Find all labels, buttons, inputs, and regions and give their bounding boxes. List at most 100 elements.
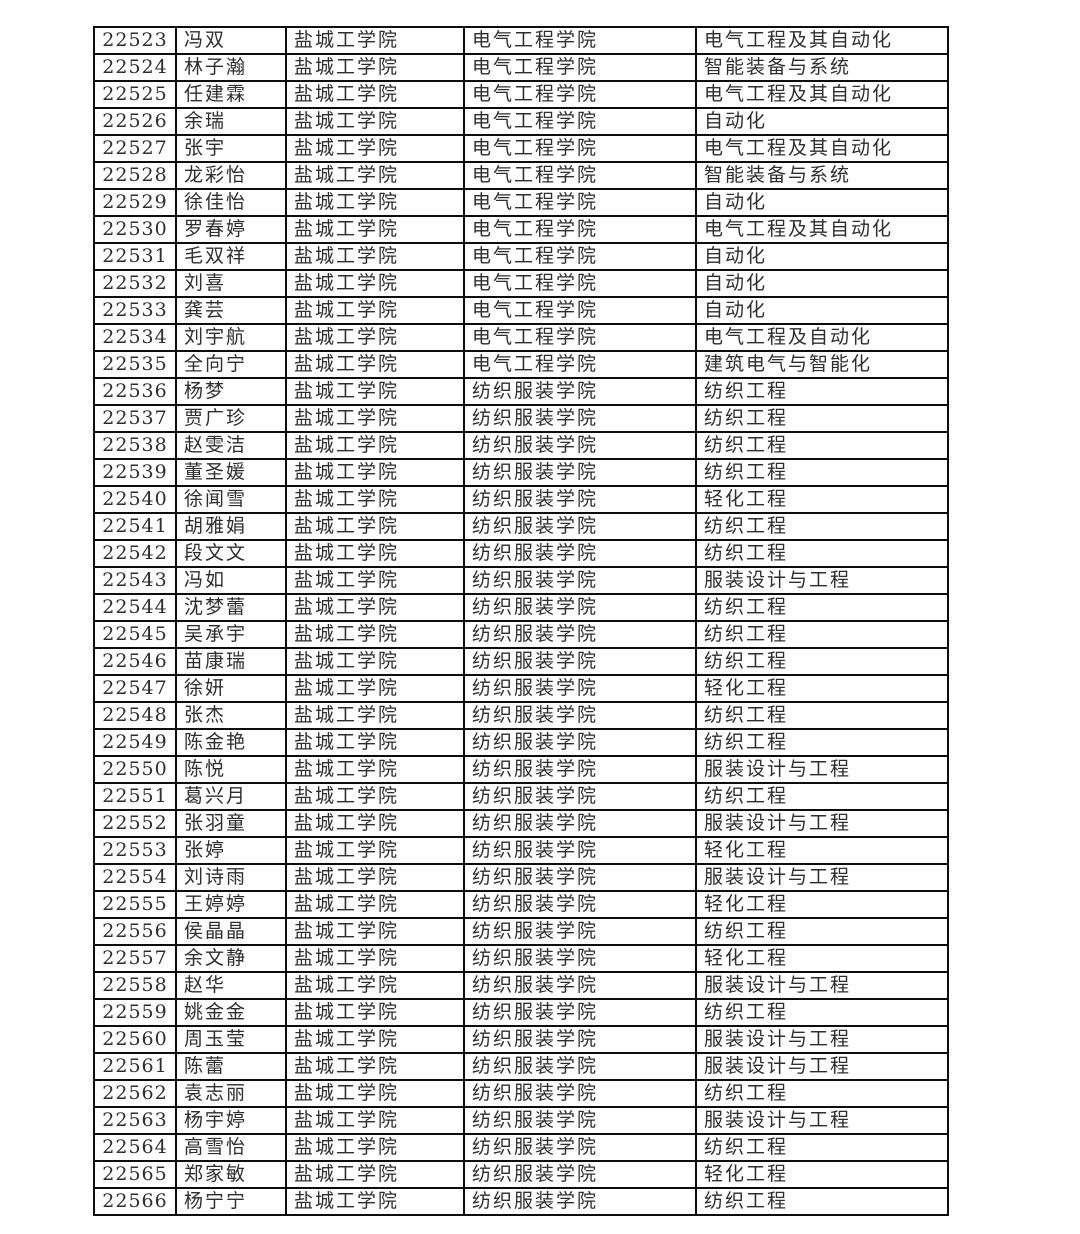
table-row: 22565 郑家敏 盐城工学院 纺织服装学院 轻化工程 bbox=[93, 1160, 949, 1189]
table-row: 22526 余瑞 盐城工学院 电气工程学院 自动化 bbox=[93, 107, 949, 136]
university-cell: 盐城工学院 bbox=[285, 296, 465, 325]
student-id-cell: 22541 bbox=[93, 512, 177, 541]
major-cell: 轻化工程 bbox=[695, 944, 949, 973]
university-cell: 盐城工学院 bbox=[285, 53, 465, 82]
university-cell: 盐城工学院 bbox=[285, 431, 465, 460]
college-cell: 纺织服装学院 bbox=[463, 782, 697, 811]
table-row: 22525 任建霖 盐城工学院 电气工程学院 电气工程及其自动化 bbox=[93, 80, 949, 109]
table-row: 22541 胡雅娟 盐城工学院 纺织服装学院 纺织工程 bbox=[93, 512, 949, 541]
college-cell: 纺织服装学院 bbox=[463, 1133, 697, 1162]
student-id-cell: 22523 bbox=[93, 26, 177, 55]
student-id-cell: 22553 bbox=[93, 836, 177, 865]
student-id-cell: 22547 bbox=[93, 674, 177, 703]
college-cell: 纺织服装学院 bbox=[463, 836, 697, 865]
student-id-cell: 22534 bbox=[93, 323, 177, 352]
student-id-cell: 22537 bbox=[93, 404, 177, 433]
major-cell: 电气工程及其自动化 bbox=[695, 26, 949, 55]
college-cell: 电气工程学院 bbox=[463, 215, 697, 244]
table-row: 22558 赵华 盐城工学院 纺织服装学院 服装设计与工程 bbox=[93, 971, 949, 1000]
major-cell: 自动化 bbox=[695, 296, 949, 325]
college-cell: 电气工程学院 bbox=[463, 80, 697, 109]
major-cell: 建筑电气与智能化 bbox=[695, 350, 949, 379]
student-id-cell: 22551 bbox=[93, 782, 177, 811]
name-cell: 张杰 bbox=[175, 701, 287, 730]
student-id-cell: 22557 bbox=[93, 944, 177, 973]
name-cell: 余文静 bbox=[175, 944, 287, 973]
name-cell: 董圣媛 bbox=[175, 458, 287, 487]
major-cell: 纺织工程 bbox=[695, 458, 949, 487]
student-id-cell: 22530 bbox=[93, 215, 177, 244]
college-cell: 电气工程学院 bbox=[463, 323, 697, 352]
university-cell: 盐城工学院 bbox=[285, 971, 465, 1000]
college-cell: 电气工程学院 bbox=[463, 134, 697, 163]
college-cell: 纺织服装学院 bbox=[463, 1106, 697, 1135]
name-cell: 冯如 bbox=[175, 566, 287, 595]
college-cell: 纺织服装学院 bbox=[463, 647, 697, 676]
university-cell: 盐城工学院 bbox=[285, 701, 465, 730]
college-cell: 纺织服装学院 bbox=[463, 1052, 697, 1081]
college-cell: 纺织服装学院 bbox=[463, 593, 697, 622]
table-row: 22536 杨梦 盐城工学院 纺织服装学院 纺织工程 bbox=[93, 377, 949, 406]
student-id-cell: 22548 bbox=[93, 701, 177, 730]
name-cell: 徐佳怡 bbox=[175, 188, 287, 217]
college-cell: 纺织服装学院 bbox=[463, 431, 697, 460]
college-cell: 纺织服装学院 bbox=[463, 404, 697, 433]
major-cell: 轻化工程 bbox=[695, 485, 949, 514]
college-cell: 纺织服装学院 bbox=[463, 512, 697, 541]
student-id-cell: 22527 bbox=[93, 134, 177, 163]
name-cell: 袁志丽 bbox=[175, 1079, 287, 1108]
major-cell: 服装设计与工程 bbox=[695, 566, 949, 595]
name-cell: 吴承宇 bbox=[175, 620, 287, 649]
table-row: 22538 赵雯洁 盐城工学院 纺织服装学院 纺织工程 bbox=[93, 431, 949, 460]
college-cell: 纺织服装学院 bbox=[463, 971, 697, 1000]
table-row: 22530 罗春婷 盐城工学院 电气工程学院 电气工程及其自动化 bbox=[93, 215, 949, 244]
college-cell: 纺织服装学院 bbox=[463, 701, 697, 730]
student-id-cell: 22563 bbox=[93, 1106, 177, 1135]
student-id-cell: 22560 bbox=[93, 1025, 177, 1054]
major-cell: 自动化 bbox=[695, 188, 949, 217]
university-cell: 盐城工学院 bbox=[285, 944, 465, 973]
name-cell: 刘诗雨 bbox=[175, 863, 287, 892]
name-cell: 任建霖 bbox=[175, 80, 287, 109]
student-id-cell: 22532 bbox=[93, 269, 177, 298]
name-cell: 林子瀚 bbox=[175, 53, 287, 82]
college-cell: 纺织服装学院 bbox=[463, 674, 697, 703]
table-row: 22556 侯晶晶 盐城工学院 纺织服装学院 纺织工程 bbox=[93, 917, 949, 946]
student-id-cell: 22543 bbox=[93, 566, 177, 595]
major-cell: 纺织工程 bbox=[695, 1079, 949, 1108]
table-row: 22532 刘喜 盐城工学院 电气工程学院 自动化 bbox=[93, 269, 949, 298]
college-cell: 电气工程学院 bbox=[463, 242, 697, 271]
major-cell: 服装设计与工程 bbox=[695, 1052, 949, 1081]
college-cell: 电气工程学院 bbox=[463, 107, 697, 136]
major-cell: 服装设计与工程 bbox=[695, 1106, 949, 1135]
table-row: 22542 段文文 盐城工学院 纺织服装学院 纺织工程 bbox=[93, 539, 949, 568]
university-cell: 盐城工学院 bbox=[285, 998, 465, 1027]
table-row: 22553 张婷 盐城工学院 纺织服装学院 轻化工程 bbox=[93, 836, 949, 865]
college-cell: 纺织服装学院 bbox=[463, 458, 697, 487]
college-cell: 电气工程学院 bbox=[463, 188, 697, 217]
student-id-cell: 22562 bbox=[93, 1079, 177, 1108]
major-cell: 服装设计与工程 bbox=[695, 809, 949, 838]
major-cell: 服装设计与工程 bbox=[695, 971, 949, 1000]
major-cell: 纺织工程 bbox=[695, 647, 949, 676]
college-cell: 纺织服装学院 bbox=[463, 620, 697, 649]
table-row: 22524 林子瀚 盐城工学院 电气工程学院 智能装备与系统 bbox=[93, 53, 949, 82]
major-cell: 纺织工程 bbox=[695, 998, 949, 1027]
college-cell: 电气工程学院 bbox=[463, 26, 697, 55]
university-cell: 盐城工学院 bbox=[285, 1025, 465, 1054]
college-cell: 电气工程学院 bbox=[463, 350, 697, 379]
table-row: 22555 王婷婷 盐城工学院 纺织服装学院 轻化工程 bbox=[93, 890, 949, 919]
table-row: 22535 全向宁 盐城工学院 电气工程学院 建筑电气与智能化 bbox=[93, 350, 949, 379]
name-cell: 赵雯洁 bbox=[175, 431, 287, 460]
university-cell: 盐城工学院 bbox=[285, 26, 465, 55]
college-cell: 纺织服装学院 bbox=[463, 728, 697, 757]
name-cell: 段文文 bbox=[175, 539, 287, 568]
major-cell: 纺织工程 bbox=[695, 620, 949, 649]
university-cell: 盐城工学院 bbox=[285, 188, 465, 217]
student-id-cell: 22539 bbox=[93, 458, 177, 487]
university-cell: 盐城工学院 bbox=[285, 485, 465, 514]
major-cell: 智能装备与系统 bbox=[695, 161, 949, 190]
name-cell: 周玉莹 bbox=[175, 1025, 287, 1054]
university-cell: 盐城工学院 bbox=[285, 269, 465, 298]
university-cell: 盐城工学院 bbox=[285, 404, 465, 433]
